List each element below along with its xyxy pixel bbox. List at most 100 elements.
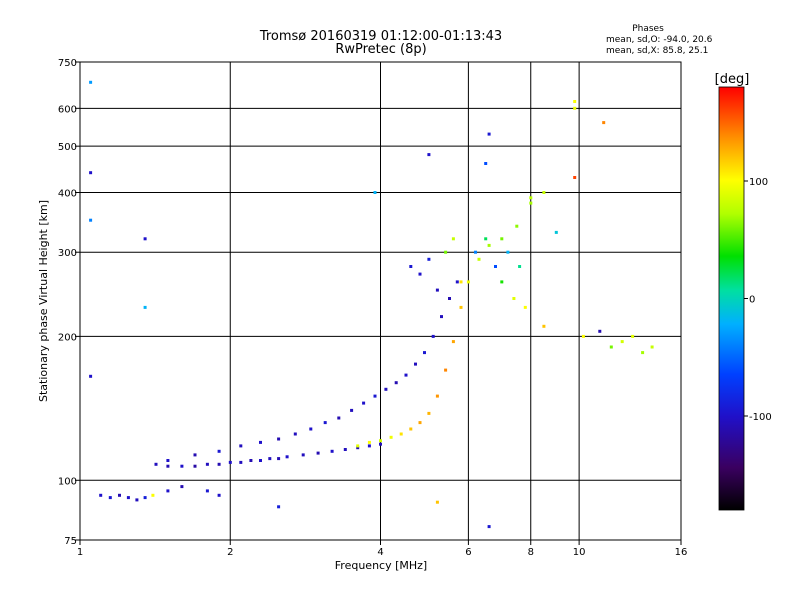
stats-o-mode: mean, sd,O: -94.0, 20.6 bbox=[606, 35, 713, 45]
data-point bbox=[343, 448, 347, 451]
y-tick-label: 600 bbox=[58, 104, 77, 115]
data-point bbox=[399, 432, 403, 436]
data-point bbox=[500, 237, 504, 241]
data-point bbox=[151, 493, 155, 497]
data-point bbox=[459, 305, 463, 309]
data-point bbox=[239, 444, 243, 448]
data-point bbox=[444, 368, 448, 372]
data-point bbox=[435, 394, 439, 398]
data-point bbox=[259, 440, 262, 444]
y-tick-label: 100 bbox=[58, 476, 77, 487]
data-point bbox=[440, 315, 443, 319]
data-point bbox=[89, 218, 93, 222]
data-point bbox=[435, 500, 439, 504]
data-point bbox=[581, 334, 585, 338]
data-point bbox=[205, 489, 209, 493]
data-point bbox=[89, 80, 93, 84]
data-point bbox=[143, 496, 147, 500]
data-point bbox=[466, 280, 470, 284]
data-point bbox=[512, 297, 516, 300]
data-point bbox=[487, 132, 491, 136]
x-tick-label: 8 bbox=[528, 547, 534, 558]
data-point bbox=[389, 435, 393, 439]
data-point bbox=[423, 351, 426, 355]
stats-header: Phases bbox=[632, 24, 664, 34]
x-tick-label: 16 bbox=[675, 547, 688, 558]
data-point bbox=[474, 250, 477, 254]
data-point bbox=[427, 411, 431, 415]
x-tick-label: 1 bbox=[77, 547, 83, 558]
data-point bbox=[455, 280, 459, 284]
colorbar bbox=[718, 86, 745, 511]
y-tick-label: 400 bbox=[58, 188, 77, 199]
data-point bbox=[418, 421, 422, 425]
data-point bbox=[259, 459, 262, 462]
x-tick-label: 6 bbox=[465, 547, 471, 558]
data-point bbox=[459, 280, 463, 284]
y-tick-label: 500 bbox=[58, 142, 77, 153]
data-point bbox=[193, 464, 197, 468]
data-point bbox=[542, 324, 546, 328]
data-point bbox=[448, 297, 451, 300]
data-point bbox=[554, 230, 558, 234]
data-point bbox=[277, 505, 281, 509]
data-point bbox=[484, 237, 488, 241]
data-point bbox=[356, 446, 360, 450]
colorbar-tick-label: -100 bbox=[749, 412, 772, 423]
data-point bbox=[373, 191, 377, 194]
data-point bbox=[89, 171, 93, 175]
data-point bbox=[409, 427, 413, 431]
data-point bbox=[268, 457, 272, 461]
data-point bbox=[573, 176, 577, 179]
data-point bbox=[484, 162, 488, 165]
data-point bbox=[301, 453, 305, 457]
y-tick-label: 300 bbox=[58, 248, 77, 259]
data-point bbox=[451, 237, 455, 241]
data-point bbox=[602, 121, 606, 125]
data-point bbox=[573, 106, 577, 110]
data-point bbox=[641, 351, 645, 355]
data-point bbox=[394, 381, 398, 385]
data-point bbox=[542, 191, 546, 194]
data-point bbox=[217, 462, 221, 466]
y-axis: 75 100 200 300 400 500 600 750 bbox=[58, 58, 80, 547]
x-tick-label: 2 bbox=[227, 547, 233, 558]
x-axis-label: Frequency [MHz] bbox=[335, 559, 427, 572]
data-point bbox=[494, 265, 497, 268]
chart-title: Tromsø 20160319 01:12:00-01:13:43 bbox=[259, 29, 502, 44]
colorbar-label: [deg] bbox=[715, 72, 750, 87]
data-point bbox=[487, 243, 491, 247]
data-point bbox=[362, 401, 366, 405]
stats-x-mode: mean, sd,X: 85.8, 25.1 bbox=[606, 46, 708, 56]
data-point bbox=[166, 489, 170, 493]
data-point bbox=[435, 288, 439, 292]
data-point bbox=[277, 437, 281, 441]
data-point bbox=[135, 498, 139, 502]
data-point bbox=[431, 334, 435, 338]
data-point bbox=[205, 462, 209, 466]
data-points bbox=[89, 80, 654, 529]
grid bbox=[80, 62, 681, 540]
data-point bbox=[444, 250, 448, 254]
chart-subtitle: RwPretec (8p) bbox=[335, 42, 426, 57]
data-point bbox=[620, 340, 624, 344]
data-point bbox=[384, 387, 388, 391]
data-point bbox=[350, 408, 354, 412]
data-point bbox=[323, 421, 327, 425]
data-point bbox=[414, 362, 417, 366]
colorbar-tick-label: 0 bbox=[749, 295, 755, 306]
data-point bbox=[293, 432, 297, 436]
data-point bbox=[337, 416, 341, 420]
data-point bbox=[409, 265, 413, 268]
data-point bbox=[118, 493, 121, 497]
data-point bbox=[500, 280, 504, 284]
data-point bbox=[451, 340, 455, 344]
data-point bbox=[523, 305, 527, 309]
data-point bbox=[285, 455, 289, 459]
data-point bbox=[379, 439, 382, 443]
data-point bbox=[650, 345, 654, 349]
y-tick-label: 750 bbox=[58, 58, 77, 69]
x-tick-label: 4 bbox=[377, 547, 383, 558]
data-point bbox=[330, 449, 334, 453]
data-point bbox=[529, 201, 533, 205]
